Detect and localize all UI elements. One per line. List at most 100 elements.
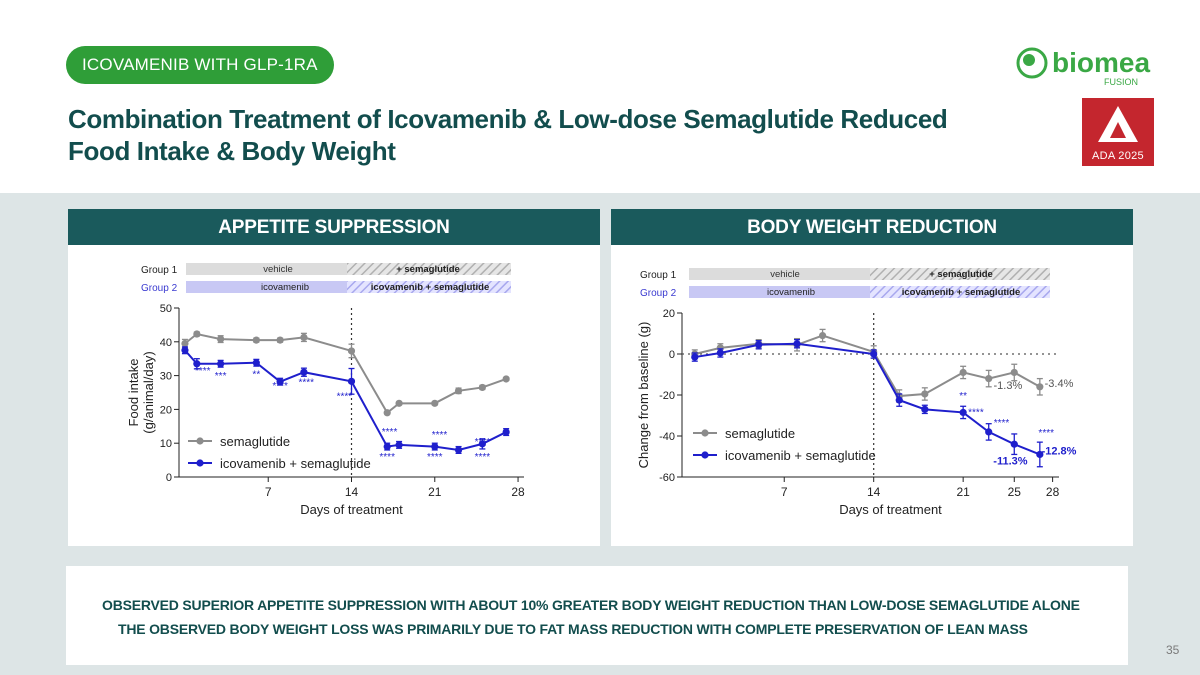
y-tick-label: 0 (166, 472, 172, 484)
page-title-line-2: Food Intake & Body Weight (68, 136, 396, 166)
annotation: **** (272, 381, 288, 392)
ada-badge: ADA 2025 (1082, 98, 1154, 166)
data-point (870, 350, 878, 358)
data-point (383, 442, 391, 451)
legend-label: icovamenib + semaglutide (725, 448, 876, 463)
page-number: 35 (1166, 643, 1180, 657)
group2-combo-bar-right (870, 286, 1050, 298)
data-point (193, 330, 201, 338)
data-point (431, 442, 439, 451)
annotation: ** (252, 369, 260, 380)
annotation: **** (994, 418, 1010, 429)
legend-label: icovamenib + semaglutide (220, 456, 371, 471)
annotation: *** (215, 371, 227, 382)
group1-sema-bar (347, 263, 511, 275)
data-point (959, 408, 967, 417)
data-point (921, 390, 929, 398)
data-point (755, 341, 763, 349)
y-tick-label: 20 (160, 404, 172, 416)
data-point (1010, 368, 1018, 377)
data-point (478, 440, 486, 448)
data-point (395, 399, 403, 407)
data-point (502, 428, 510, 436)
group1-sema-bar-right (870, 268, 1050, 280)
bodyweight-panel-heading: BODY WEIGHT REDUCTION (611, 209, 1133, 245)
data-point (1036, 450, 1044, 459)
data-point (252, 336, 260, 344)
group2-icova-text-right: icovamenib (767, 287, 815, 298)
y-tick-label: 30 (160, 371, 172, 383)
data-point (276, 378, 284, 386)
legend-swatch-dot (701, 451, 709, 459)
x-tick-label: 21 (428, 485, 442, 499)
data-point (921, 405, 929, 413)
y-tick-label: 40 (160, 337, 172, 349)
data-point (1010, 440, 1018, 448)
annotation: **** (475, 437, 491, 448)
data-point (716, 349, 724, 357)
group1-vehicle-bar-right (689, 268, 870, 280)
y-axis-title: Change from baseline (g) (636, 322, 651, 469)
appetite-panel-heading: APPETITE SUPPRESSION (68, 209, 600, 245)
data-point (818, 331, 827, 340)
food-intake-chart: Group 1 Group 2 vehicle + semaglutide ic… (126, 263, 525, 517)
y-tick-label: 0 (669, 349, 675, 361)
data-point (691, 353, 699, 361)
x-tick-label: 14 (345, 485, 359, 499)
page-title: Combination Treatment of Icovamenib & Lo… (68, 103, 1028, 167)
group2-icova-bar (186, 281, 347, 293)
annotation: -3.4% (1045, 378, 1074, 390)
group2-label: Group 2 (141, 283, 178, 294)
legend-swatch-dot (196, 459, 204, 467)
group1-label-right: Group 1 (640, 270, 677, 281)
annotation: **** (299, 378, 315, 389)
annotation: -11.3% (993, 456, 1027, 468)
data-point (252, 359, 260, 367)
conclusion-line-2: THE OBSERVED BODY WEIGHT LOSS WAS PRIMAR… (118, 621, 1028, 637)
x-axis-title: Days of treatment (839, 502, 942, 517)
data-point (478, 383, 486, 392)
legend-swatch-dot (196, 437, 204, 445)
annotation: **** (195, 366, 211, 377)
bodyweight-panel: BODY WEIGHT REDUCTION Group 1 Group 2 ve… (611, 209, 1133, 546)
y-tick-label: -40 (659, 431, 675, 443)
data-point (347, 347, 356, 355)
annotation: **** (968, 408, 984, 419)
data-point (895, 396, 903, 404)
x-tick-label: 28 (1046, 485, 1060, 499)
data-point (431, 399, 439, 407)
data-point (985, 375, 993, 383)
logo-word: biomea (1052, 47, 1150, 78)
group1-sema-text: + semaglutide (396, 264, 460, 275)
header-area (0, 0, 1200, 193)
x-tick-label: 7 (781, 485, 788, 499)
data-point (454, 387, 463, 395)
annotation: -12.8% (1042, 445, 1077, 457)
group1-vehicle-text-right: vehicle (770, 269, 800, 280)
annotation: **** (427, 452, 443, 463)
group1-vehicle-bar (186, 263, 347, 275)
data-point (502, 375, 510, 383)
appetite-panel: APPETITE SUPPRESSION Group 1 Group 2 veh… (68, 209, 600, 546)
logo-ring-icon (1016, 47, 1048, 79)
y-tick-label: 10 (160, 438, 172, 450)
data-point (985, 428, 993, 436)
legend-label: semaglutide (220, 434, 290, 449)
y-tick-label: -60 (659, 472, 675, 484)
y-tick-label: 20 (663, 308, 675, 320)
x-tick-label: 25 (1008, 485, 1022, 499)
group2-icova-bar-right (689, 286, 870, 298)
conclusion-line-1: OBSERVED SUPERIOR APPETITE SUPPRESSION W… (102, 597, 1080, 613)
logo-sub: FUSION (1104, 77, 1138, 87)
data-point (395, 441, 403, 449)
data-point (217, 335, 225, 343)
group2-label-right: Group 2 (640, 288, 677, 299)
y-tick-label: 50 (160, 303, 172, 315)
data-point (276, 336, 284, 344)
data-point (959, 368, 967, 377)
group1-sema-text-right: + semaglutide (929, 269, 993, 280)
x-axis-title: Days of treatment (300, 502, 403, 517)
annotation: **** (1038, 428, 1054, 439)
ada-label: ADA 2025 (1092, 150, 1144, 162)
group1-vehicle-text: vehicle (263, 264, 293, 275)
